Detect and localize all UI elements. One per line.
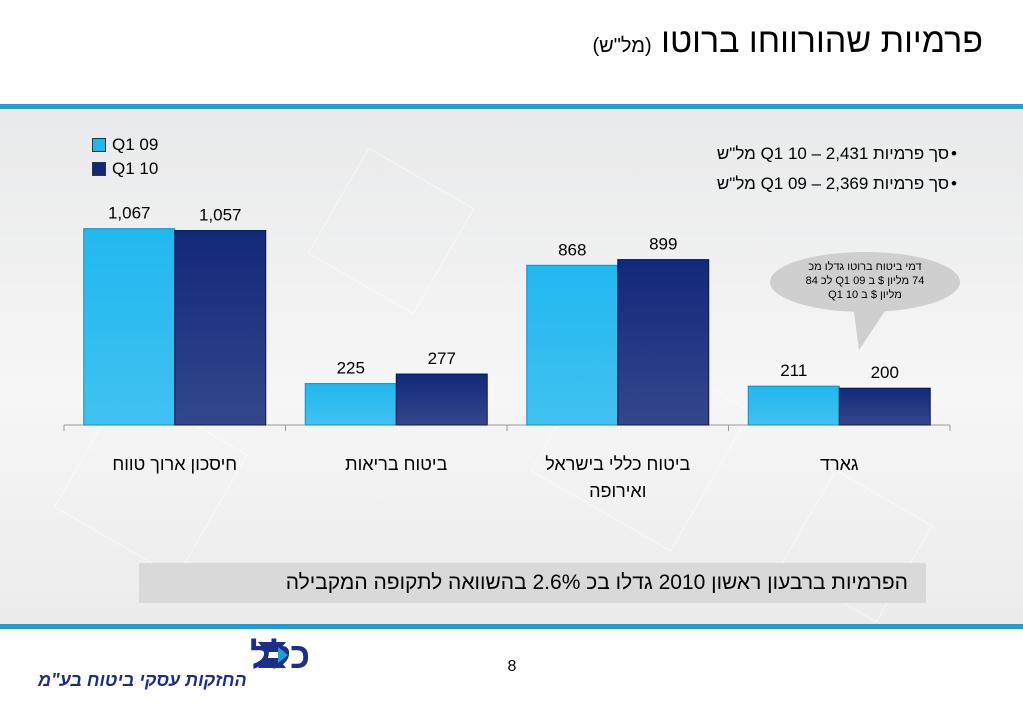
title-unit: (מל"ש) <box>592 35 652 57</box>
legend-item-q1-10: Q1 10 <box>92 157 158 181</box>
category-label: ביטוח כללי בישראל <box>545 454 690 474</box>
page-title: פרמיות שהורווחו ברוטו (מל"ש) <box>592 22 983 61</box>
summary-line-q1-09: •סך פרמיות Q1 09 – 2,369 מל"ש <box>717 169 957 199</box>
summary-text: סך פרמיות Q1 10 – 2,431 מל"ש <box>716 144 950 163</box>
bar-q1-10 <box>395 373 488 426</box>
callout-line: 74 מליון $ ב Q1 09 לכ 84 <box>805 275 925 287</box>
bar-q1-10 <box>838 387 931 426</box>
headline-box: הפרמיות ברבעון ראשון 2010 גדלו בכ 2.6% ב… <box>139 563 926 603</box>
legend-swatch-q1-10 <box>92 162 106 176</box>
logo-mark: כלל <box>250 638 310 672</box>
bar-q1-10 <box>174 230 267 426</box>
category-label: ביטוח בריאות <box>345 454 447 474</box>
legend-label-q1-10: Q1 10 <box>112 159 159 178</box>
premium-summary: •סך פרמיות Q1 10 – 2,431 מל"ש •סך פרמיות… <box>717 139 957 199</box>
callout-bubble: דמי ביטוח ברוטו גדלו מכ 74 מליון $ ב Q1 … <box>770 252 960 312</box>
summary-text: סך פרמיות Q1 09 – 2,369 מל"ש <box>716 174 950 193</box>
category-label: גארד <box>820 454 859 474</box>
chart-legend: Q1 09 Q1 10 <box>92 133 158 181</box>
bar-chart: 1,067 1,057 חיסכון ארוך טווח 225 277 ביטוח בר… <box>63 204 951 501</box>
bar-q1-09 <box>83 228 176 426</box>
legend-item-q1-09: Q1 09 <box>92 133 158 157</box>
legend-label-q1-09: Q1 09 <box>112 135 159 154</box>
data-label: 211 <box>780 361 807 380</box>
callout-line: מליון $ ב Q1 10 <box>828 289 902 301</box>
summary-bullet: • <box>951 144 957 163</box>
summary-bullet: • <box>951 174 957 193</box>
data-label: 1,057 <box>199 206 242 225</box>
bottom-accent-band <box>0 624 1023 629</box>
data-label: 225 <box>337 359 365 378</box>
category-label: חיסכון ארוך טווח <box>112 454 237 474</box>
legend-swatch-q1-09 <box>92 138 106 152</box>
data-label: 277 <box>428 349 456 368</box>
data-label: 899 <box>649 235 677 254</box>
data-label: 868 <box>558 240 586 259</box>
callout-line: דמי ביטוח ברוטו גדלו מכ <box>808 261 922 273</box>
bar-q1-10 <box>617 259 710 426</box>
page-number: 8 <box>507 658 517 675</box>
logo-symbol-accent <box>278 647 288 663</box>
data-label: 200 <box>871 363 899 382</box>
summary-line-q1-10: •סך פרמיות Q1 10 – 2,431 מל"ש <box>717 139 957 169</box>
category-label: ואירופה <box>589 481 646 501</box>
bar-q1-09 <box>747 385 840 426</box>
callout-tail <box>853 305 889 350</box>
headline-text: הפרמיות ברבעון ראשון 2010 גדלו בכ 2.6% ב… <box>285 571 908 594</box>
logo-tagline: החזקות עסקי ביטוח בע"מ <box>38 670 247 690</box>
title-text: פרמיות שהורווחו ברוטו <box>661 22 983 60</box>
bar-q1-09 <box>304 383 397 426</box>
data-label: 1,067 <box>108 204 151 223</box>
company-logo: כלל החזקות עסקי ביטוח בע"מ <box>30 638 310 696</box>
top-accent-band <box>0 104 1023 109</box>
bar-q1-09 <box>526 264 619 426</box>
